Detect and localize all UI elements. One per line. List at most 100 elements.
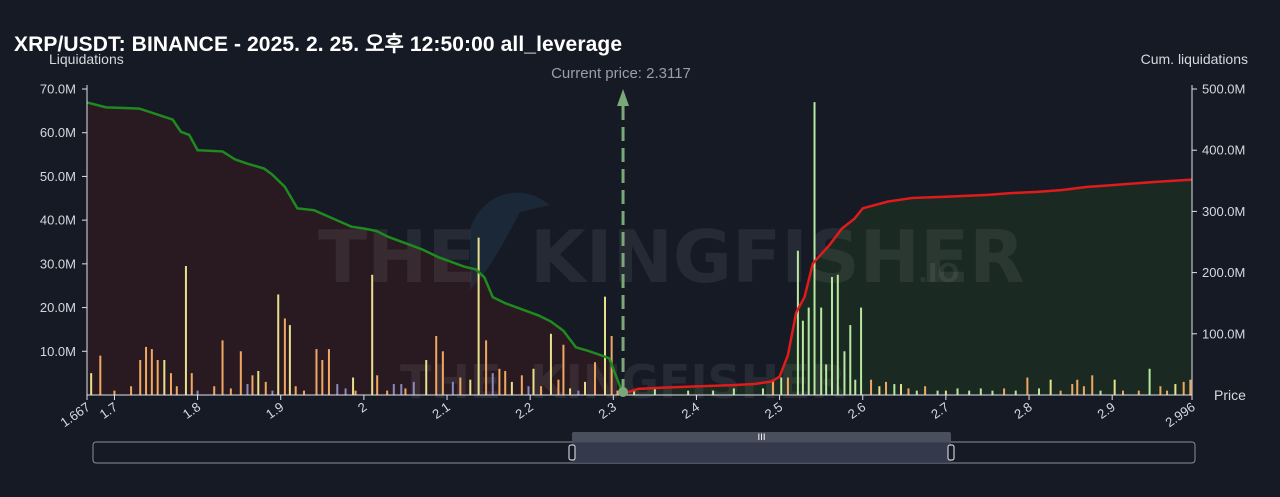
- liquidation-bar: [813, 102, 816, 395]
- x-tick-label: 2.8: [1011, 399, 1034, 422]
- liquidation-bar: [1003, 388, 1006, 395]
- x-tick-label: 1.9: [263, 399, 286, 422]
- liquidation-bar: [653, 388, 656, 395]
- liquidation-bar: [485, 340, 488, 395]
- zoom-slider[interactable]: III: [92, 432, 1196, 464]
- liquidation-bar: [870, 379, 873, 395]
- liquidation-bar: [184, 266, 187, 395]
- liquidation-bar: [562, 344, 565, 395]
- long-cumulative-area: [87, 102, 624, 396]
- liquidation-bar: [584, 381, 587, 395]
- short-cumulative-area: [623, 179, 1192, 395]
- slider-grip-icon[interactable]: III: [758, 433, 766, 443]
- liquidation-bar: [251, 375, 254, 395]
- liquidation-bar: [213, 386, 216, 395]
- current-price-marker: [617, 89, 630, 397]
- liquidation-bar: [175, 386, 178, 395]
- liquidation-bar: [386, 390, 389, 395]
- liquidation-bar: [1189, 379, 1192, 395]
- x-tick-label: 1.7: [97, 399, 120, 422]
- slider-window-tab[interactable]: [572, 432, 951, 442]
- liquidation-bar: [1014, 390, 1017, 395]
- right-axis-title: Cum. liquidations: [1141, 51, 1248, 67]
- liquidation-bar: [944, 390, 947, 395]
- liquidation-bar: [1159, 386, 1162, 395]
- slider-left-handle[interactable]: [568, 444, 576, 461]
- left-tick-label: 50.0M: [40, 169, 76, 184]
- left-tick-label: 40.0M: [40, 213, 76, 228]
- x-tick-label: 1.667: [57, 399, 92, 430]
- liquidation-bar: [520, 375, 523, 395]
- liquidation-bar: [257, 370, 260, 395]
- liquidation-bar: [498, 368, 501, 395]
- liquidation-bar: [616, 390, 619, 395]
- watermark-word-kingfisher: KINGFISHER: [530, 215, 1025, 299]
- liquidation-bar: [860, 307, 863, 395]
- liquidation-bar: [1148, 368, 1151, 395]
- liquidation-bar: [469, 379, 472, 395]
- right-tick-label: 200.0M: [1202, 265, 1245, 280]
- liquidation-bar: [569, 388, 572, 395]
- liquidation-bar: [294, 386, 297, 395]
- liquidation-bar: [371, 274, 374, 395]
- liquidation-bar: [532, 368, 535, 395]
- liquidation-bar: [761, 388, 764, 395]
- liquidation-bar: [687, 390, 690, 395]
- left-tick-label: 60.0M: [40, 125, 76, 140]
- liquidation-bar: [968, 390, 971, 395]
- watermark: THE KINGFISHER .IO THE KINGFISHER: [318, 192, 1025, 409]
- liquidation-bar: [139, 360, 142, 395]
- liquidation-bar: [288, 325, 291, 395]
- liquidation-bar: [404, 388, 407, 395]
- liquidation-bar: [633, 390, 636, 395]
- liquidation-bar: [90, 373, 93, 395]
- slider-window[interactable]: [572, 442, 951, 463]
- liquidation-bar: [1082, 386, 1085, 395]
- liquidation-bar: [392, 384, 395, 395]
- liquidation-bar: [412, 381, 415, 395]
- liquidation-bar: [830, 276, 833, 395]
- liquidation-bar: [113, 390, 116, 395]
- liquidation-bar: [732, 388, 735, 395]
- liquidation-bar: [836, 274, 839, 395]
- liquidation-bar: [1137, 390, 1140, 395]
- liquidation-bar: [780, 377, 783, 395]
- liquidation-bar: [771, 379, 774, 395]
- axes: 10.0M 20.0M 30.0M 40.0M 50.0M 60.0M 70.0M 100.0…: [40, 82, 1246, 431]
- slider-right-handle[interactable]: [947, 444, 955, 461]
- liquidation-bar: [807, 307, 810, 395]
- liquidation-bar: [239, 351, 242, 395]
- liquidation-bar: [336, 384, 339, 395]
- current-price-dot: [618, 387, 629, 397]
- liquidation-bar: [820, 307, 823, 395]
- liquidation-bar: [303, 390, 306, 395]
- liquidation-bar: [549, 333, 552, 395]
- long-cumulative-line: [86, 101, 625, 395]
- liquidation-bar: [924, 386, 927, 395]
- liquidation-bar: [1026, 377, 1029, 395]
- liquidation-bar: [594, 362, 597, 395]
- left-tick-label: 20.0M: [40, 300, 76, 315]
- liquidation-bar: [899, 384, 902, 395]
- liquidation-bar: [527, 386, 530, 395]
- liquidation-bar: [277, 294, 280, 395]
- liquidation-bar: [229, 388, 232, 395]
- short-cumulative-line: [622, 178, 1193, 395]
- liquidation-bar: [435, 335, 438, 395]
- liquidation-bar: [190, 373, 193, 395]
- liquidation-bar: [221, 340, 224, 395]
- liquidation-bar: [849, 325, 852, 395]
- watermark-word-kingfisher-small: KINGFISHER: [530, 355, 846, 409]
- liquidation-bar: [1113, 379, 1116, 395]
- liquidation-bar: [1038, 388, 1041, 395]
- liquidation-bar: [878, 386, 881, 395]
- liquidation-bar: [936, 390, 939, 395]
- liquidation-bar: [843, 351, 846, 395]
- liquidation-bar: [893, 384, 896, 395]
- liquidation-bar: [130, 386, 133, 395]
- liquidation-bar: [451, 381, 454, 395]
- right-tick-label: 300.0M: [1202, 204, 1245, 219]
- liquidation-bar: [1049, 379, 1052, 395]
- liquidation-bar: [327, 349, 330, 395]
- current-price-arrow-icon: [617, 89, 630, 106]
